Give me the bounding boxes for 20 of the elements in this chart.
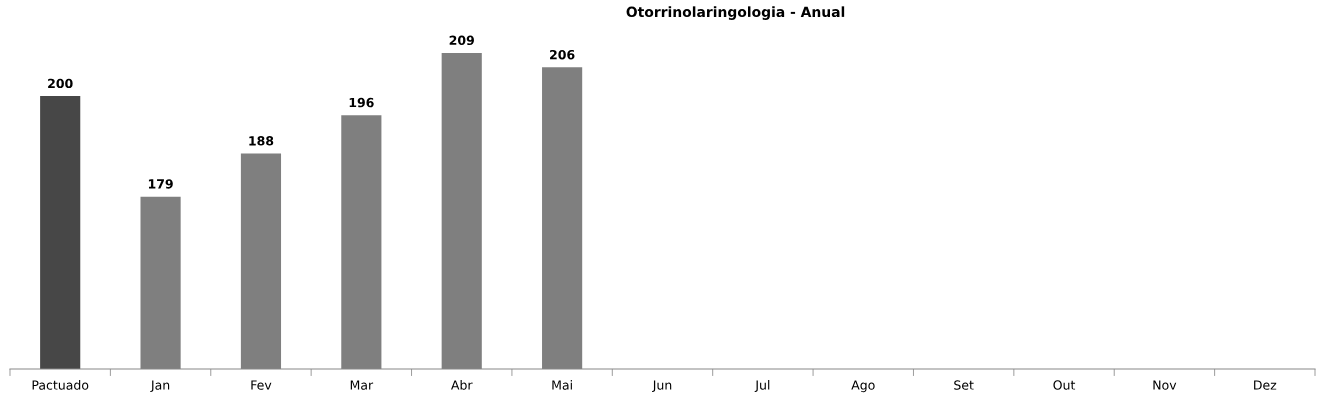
x-tick-label: Out [1053,380,1076,390]
x-tick-label: Nov [1153,380,1177,390]
chart-title: Otorrinolaringologia - Anual [626,6,845,20]
x-tick-label: Fev [251,380,272,390]
data-label: 200 [48,78,73,89]
data-label: 196 [349,97,374,108]
x-tick-label: Ago [851,380,875,393]
x-tick-label: Mar [350,380,374,390]
x-tick-label: Jul [754,380,770,393]
x-tick-label: Jun [652,380,672,393]
x-tick-label: Set [954,380,974,390]
data-label: 188 [249,136,274,146]
x-tick-label: Pactuado [32,380,89,390]
data-label: 179 [148,179,173,189]
data-label: 209 [449,35,474,46]
x-tick-label: Dez [1254,380,1277,390]
x-tick-label: Jan [150,380,170,393]
x-tick-label: Mai [552,380,572,390]
data-label: 206 [550,49,575,60]
x-tick-label: Abr [451,380,473,390]
